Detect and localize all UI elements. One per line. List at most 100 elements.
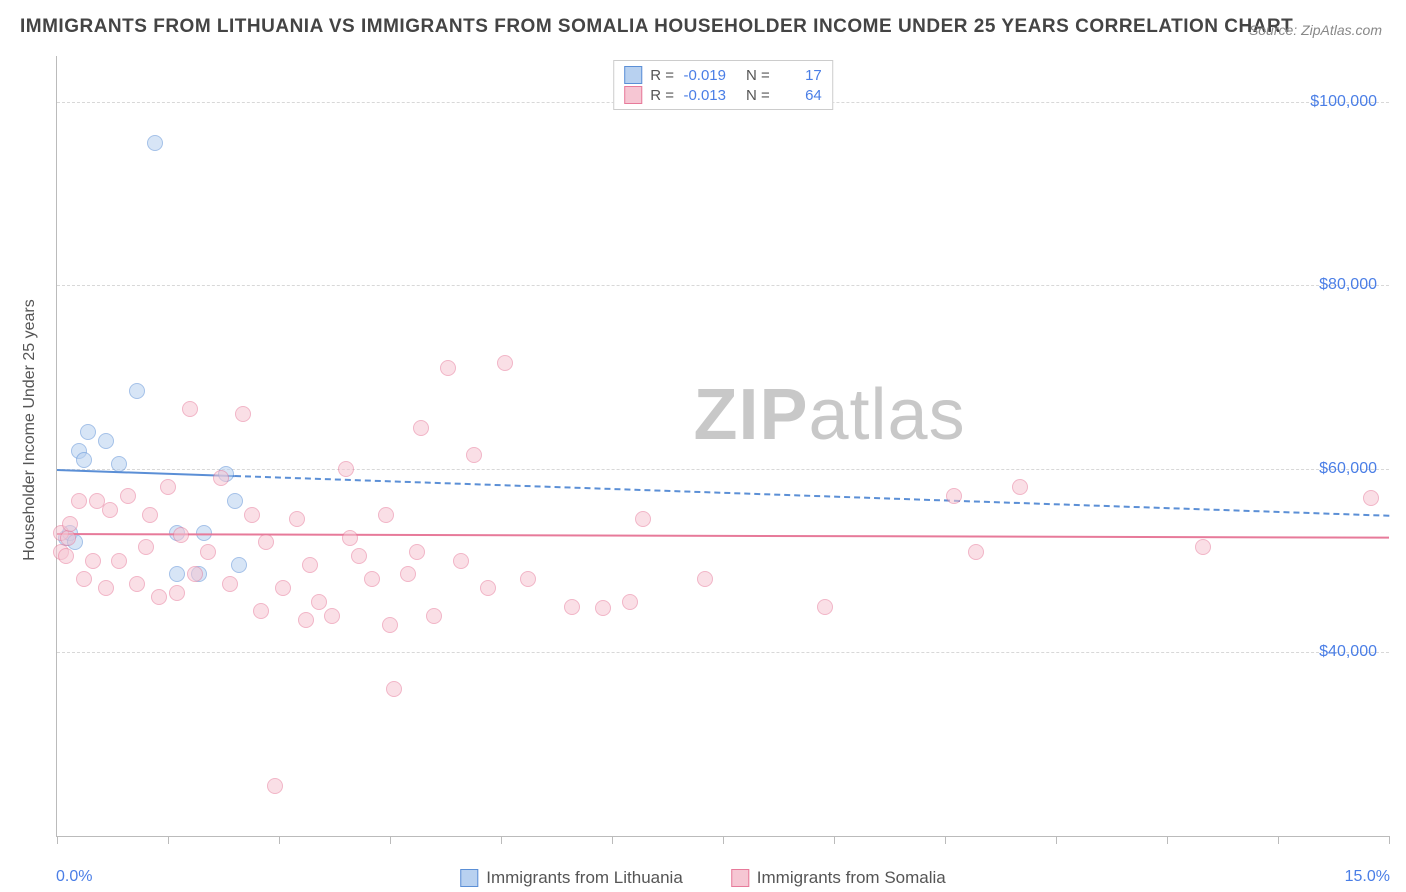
data-point (200, 544, 216, 560)
data-point (338, 461, 354, 477)
watermark: ZIPatlas (693, 374, 965, 456)
x-tick (390, 836, 391, 844)
x-tick (501, 836, 502, 844)
x-axis-min-label: 0.0% (56, 868, 92, 886)
data-point (453, 553, 469, 569)
x-tick (1056, 836, 1057, 844)
x-tick (834, 836, 835, 844)
data-point (324, 608, 340, 624)
y-tick-label: $80,000 (1319, 276, 1377, 294)
data-point (480, 580, 496, 596)
data-point (231, 557, 247, 573)
x-tick (1167, 836, 1168, 844)
data-point (520, 571, 536, 587)
data-point (267, 778, 283, 794)
x-axis-max-label: 15.0% (1345, 868, 1390, 886)
data-point (111, 553, 127, 569)
data-point (382, 617, 398, 633)
data-point (302, 557, 318, 573)
data-point (147, 135, 163, 151)
trend-line (57, 469, 235, 477)
data-point (213, 470, 229, 486)
y-tick-label: $60,000 (1319, 460, 1377, 478)
data-point (244, 507, 260, 523)
data-point (151, 589, 167, 605)
x-tick (945, 836, 946, 844)
data-point (138, 539, 154, 555)
y-tick-label: $40,000 (1319, 643, 1377, 661)
data-point (400, 566, 416, 582)
legend-swatch (624, 66, 642, 84)
data-point (173, 527, 189, 543)
gridline (57, 652, 1389, 653)
data-point (129, 383, 145, 399)
legend-label: Immigrants from Lithuania (486, 868, 683, 888)
data-point (111, 456, 127, 472)
data-point (351, 548, 367, 564)
data-point (235, 406, 251, 422)
data-point (342, 530, 358, 546)
data-point (222, 576, 238, 592)
x-tick (57, 836, 58, 844)
trend-line (235, 475, 1389, 517)
legend-label: Immigrants from Somalia (757, 868, 946, 888)
data-point (227, 493, 243, 509)
data-point (71, 493, 87, 509)
data-point (378, 507, 394, 523)
legend-item: Immigrants from Somalia (731, 868, 946, 888)
data-point (311, 594, 327, 610)
y-tick-label: $100,000 (1310, 93, 1377, 111)
data-point (635, 511, 651, 527)
data-point (142, 507, 158, 523)
data-point (817, 599, 833, 615)
data-point (466, 447, 482, 463)
data-point (182, 401, 198, 417)
x-tick (1278, 836, 1279, 844)
data-point (98, 433, 114, 449)
legend-swatch (624, 86, 642, 104)
data-point (58, 548, 74, 564)
x-tick (1389, 836, 1390, 844)
data-point (169, 585, 185, 601)
y-axis-title: Householder Income Under 25 years (21, 299, 39, 560)
data-point (169, 566, 185, 582)
x-tick (723, 836, 724, 844)
data-point (160, 479, 176, 495)
legend-swatch (731, 869, 749, 887)
data-point (364, 571, 380, 587)
data-point (1195, 539, 1211, 555)
data-point (258, 534, 274, 550)
data-point (1012, 479, 1028, 495)
correlation-legend: R = -0.019N = 17R = -0.013N = 64 (613, 60, 833, 110)
data-point (968, 544, 984, 560)
data-point (595, 600, 611, 616)
data-point (497, 355, 513, 371)
data-point (409, 544, 425, 560)
data-point (413, 420, 429, 436)
data-point (622, 594, 638, 610)
data-point (298, 612, 314, 628)
x-tick (612, 836, 613, 844)
data-point (76, 571, 92, 587)
data-point (62, 516, 78, 532)
gridline (57, 285, 1389, 286)
data-point (80, 424, 96, 440)
data-point (102, 502, 118, 518)
x-tick (168, 836, 169, 844)
scatter-plot-area: R = -0.019N = 17R = -0.013N = 64 ZIPatla… (56, 56, 1389, 837)
source-attribution: Source: ZipAtlas.com (1249, 22, 1382, 38)
chart-title: IMMIGRANTS FROM LITHUANIA VS IMMIGRANTS … (20, 16, 1293, 38)
data-point (76, 452, 92, 468)
data-point (187, 566, 203, 582)
data-point (564, 599, 580, 615)
legend-item: Immigrants from Lithuania (460, 868, 683, 888)
legend-row: R = -0.019N = 17 (624, 65, 822, 85)
gridline (57, 469, 1389, 470)
data-point (386, 681, 402, 697)
x-tick (279, 836, 280, 844)
data-point (289, 511, 305, 527)
data-point (253, 603, 269, 619)
data-point (697, 571, 713, 587)
data-point (426, 608, 442, 624)
data-point (129, 576, 145, 592)
